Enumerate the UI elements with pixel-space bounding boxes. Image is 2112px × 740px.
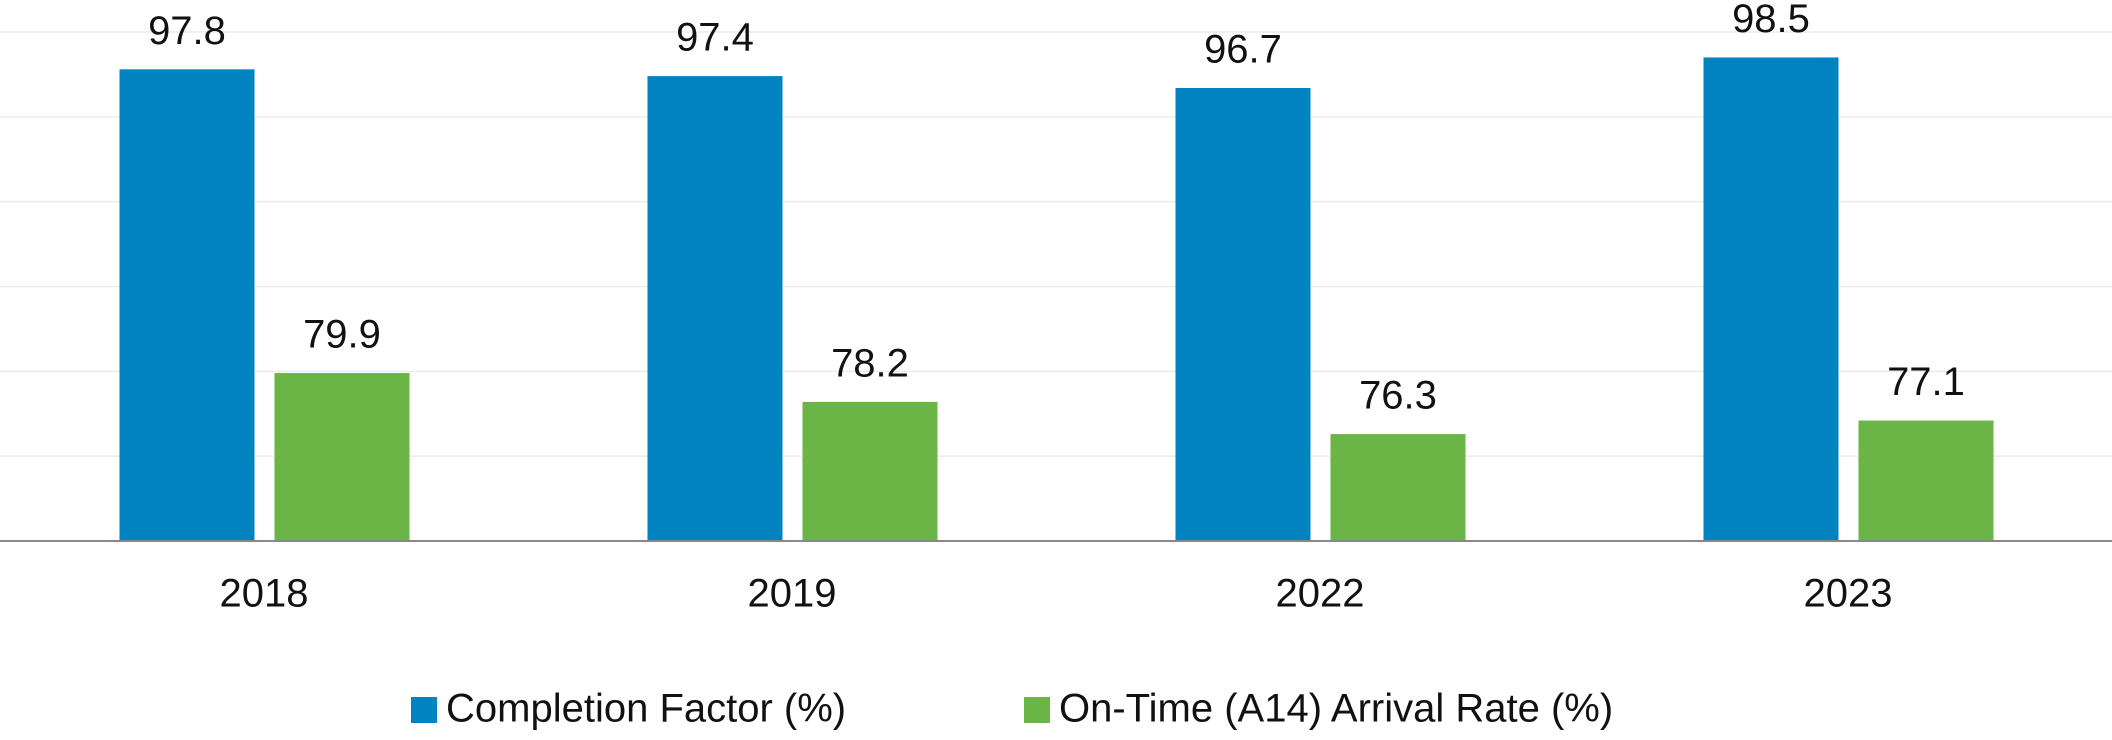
data-label: 78.2 <box>831 341 909 385</box>
bar <box>1330 434 1466 541</box>
bar <box>274 373 410 541</box>
x-tick-label: 2023 <box>1804 572 1893 616</box>
data-label: 79.9 <box>303 313 381 357</box>
x-tick-label: 2022 <box>1276 572 1365 616</box>
data-label: 76.3 <box>1359 374 1437 418</box>
x-tick-label: 2019 <box>748 572 837 616</box>
bar <box>647 76 783 541</box>
legend-swatch <box>411 697 437 723</box>
bar <box>1703 57 1839 541</box>
legend-label: On-Time (A14) Arrival Rate (%) <box>1059 687 1613 731</box>
legend-label: Completion Factor (%) <box>446 687 846 731</box>
data-label: 98.5 <box>1732 0 1810 41</box>
bar <box>1858 420 1994 541</box>
bar <box>119 69 255 542</box>
data-label: 96.7 <box>1204 28 1282 72</box>
data-label: 97.8 <box>148 9 226 53</box>
x-tick-label: 2018 <box>220 572 309 616</box>
data-label: 97.4 <box>676 16 754 60</box>
bar <box>1175 87 1311 542</box>
data-label: 77.1 <box>1887 360 1965 404</box>
legend-swatch <box>1024 697 1050 723</box>
bar <box>802 401 938 541</box>
